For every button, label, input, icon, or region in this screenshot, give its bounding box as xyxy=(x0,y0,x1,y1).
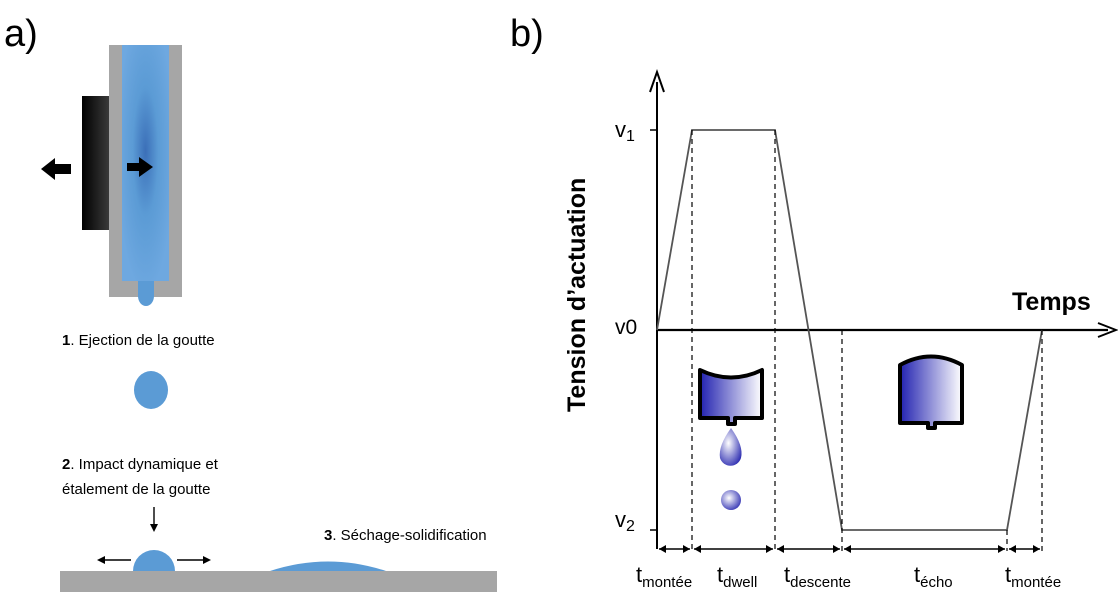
emerging-drop xyxy=(138,281,154,306)
step1-text: . Ejection de la goutte xyxy=(70,332,214,349)
step1-number: 1 xyxy=(62,332,70,349)
y-axis-title: Tension d’actuation xyxy=(563,178,591,412)
x-axis-title: Temps xyxy=(1012,288,1091,316)
flying-drop xyxy=(134,371,168,409)
panel-a-label: a) xyxy=(4,13,38,55)
actuation-waveform xyxy=(656,129,1043,531)
interval-arrow-5-heads xyxy=(1009,545,1040,553)
time-guides xyxy=(691,130,1043,551)
interval-sub: descente xyxy=(790,574,851,591)
v0-label: v0 xyxy=(615,316,637,339)
v1-main: v xyxy=(615,117,626,142)
interval-label-dwell: tdwell xyxy=(717,562,757,591)
step3-caption: 3. Séchage-solidification xyxy=(324,527,487,544)
interval-arrow-1-heads xyxy=(659,545,690,553)
interval-main: t xyxy=(717,562,723,587)
interval-arrows xyxy=(659,545,1040,553)
panel-b: b) Tension d’actuation Temps v1 v0 v2 xyxy=(510,13,1118,591)
panel-a: a) 1. Ejection de la goutte 2. Impact dy… xyxy=(4,13,497,592)
interval-main: t xyxy=(914,562,920,587)
interval-sub: dwell xyxy=(723,574,757,591)
interval-label-echo: técho xyxy=(914,562,953,591)
right-arrow-icon xyxy=(127,157,153,177)
interval-main: t xyxy=(784,562,790,587)
substrate xyxy=(60,571,497,592)
left-arrow-icon xyxy=(41,158,71,180)
step3-number: 3 xyxy=(324,527,332,544)
impact-drop xyxy=(133,550,175,571)
interval-main: t xyxy=(636,562,642,587)
interval-main: t xyxy=(1005,562,1011,587)
interval-sub: montée xyxy=(1011,574,1061,591)
dried-film xyxy=(270,561,386,571)
step2-caption-line1: 2. Impact dynamique et xyxy=(62,456,219,473)
step1-caption: 1. Ejection de la goutte xyxy=(62,332,215,349)
chamber-contracted-icon xyxy=(898,354,964,430)
v2-sub: 2 xyxy=(626,518,635,535)
interval-label-descente: tdescente xyxy=(784,562,851,591)
interval-label-montee-2: tmontée xyxy=(1005,562,1061,591)
ejected-drop-icon xyxy=(719,428,742,466)
v2-main: v xyxy=(615,507,626,532)
y-axis-arrowhead xyxy=(649,68,665,93)
panel-b-label: b) xyxy=(510,13,544,55)
ejected-droplet-icon xyxy=(721,490,741,510)
interval-arrow-3-heads xyxy=(777,545,840,553)
interval-label-montee-1: tmontée xyxy=(636,562,692,591)
piezo-actuator xyxy=(82,96,109,230)
v1-label: v1 xyxy=(615,117,635,145)
chamber-ejecting-icon xyxy=(698,368,764,510)
step2-number: 2 xyxy=(62,456,70,473)
v1-sub: 1 xyxy=(626,128,635,145)
step3-text: . Séchage-solidification xyxy=(332,527,486,544)
interval-sub: montée xyxy=(642,574,692,591)
interval-sub: écho xyxy=(920,574,953,591)
v2-label: v2 xyxy=(615,507,635,535)
step2-text-line1: . Impact dynamique et xyxy=(70,456,218,473)
x-axis-arrowhead xyxy=(1097,322,1118,338)
step2-caption-line2: étalement de la goutte xyxy=(62,481,210,498)
